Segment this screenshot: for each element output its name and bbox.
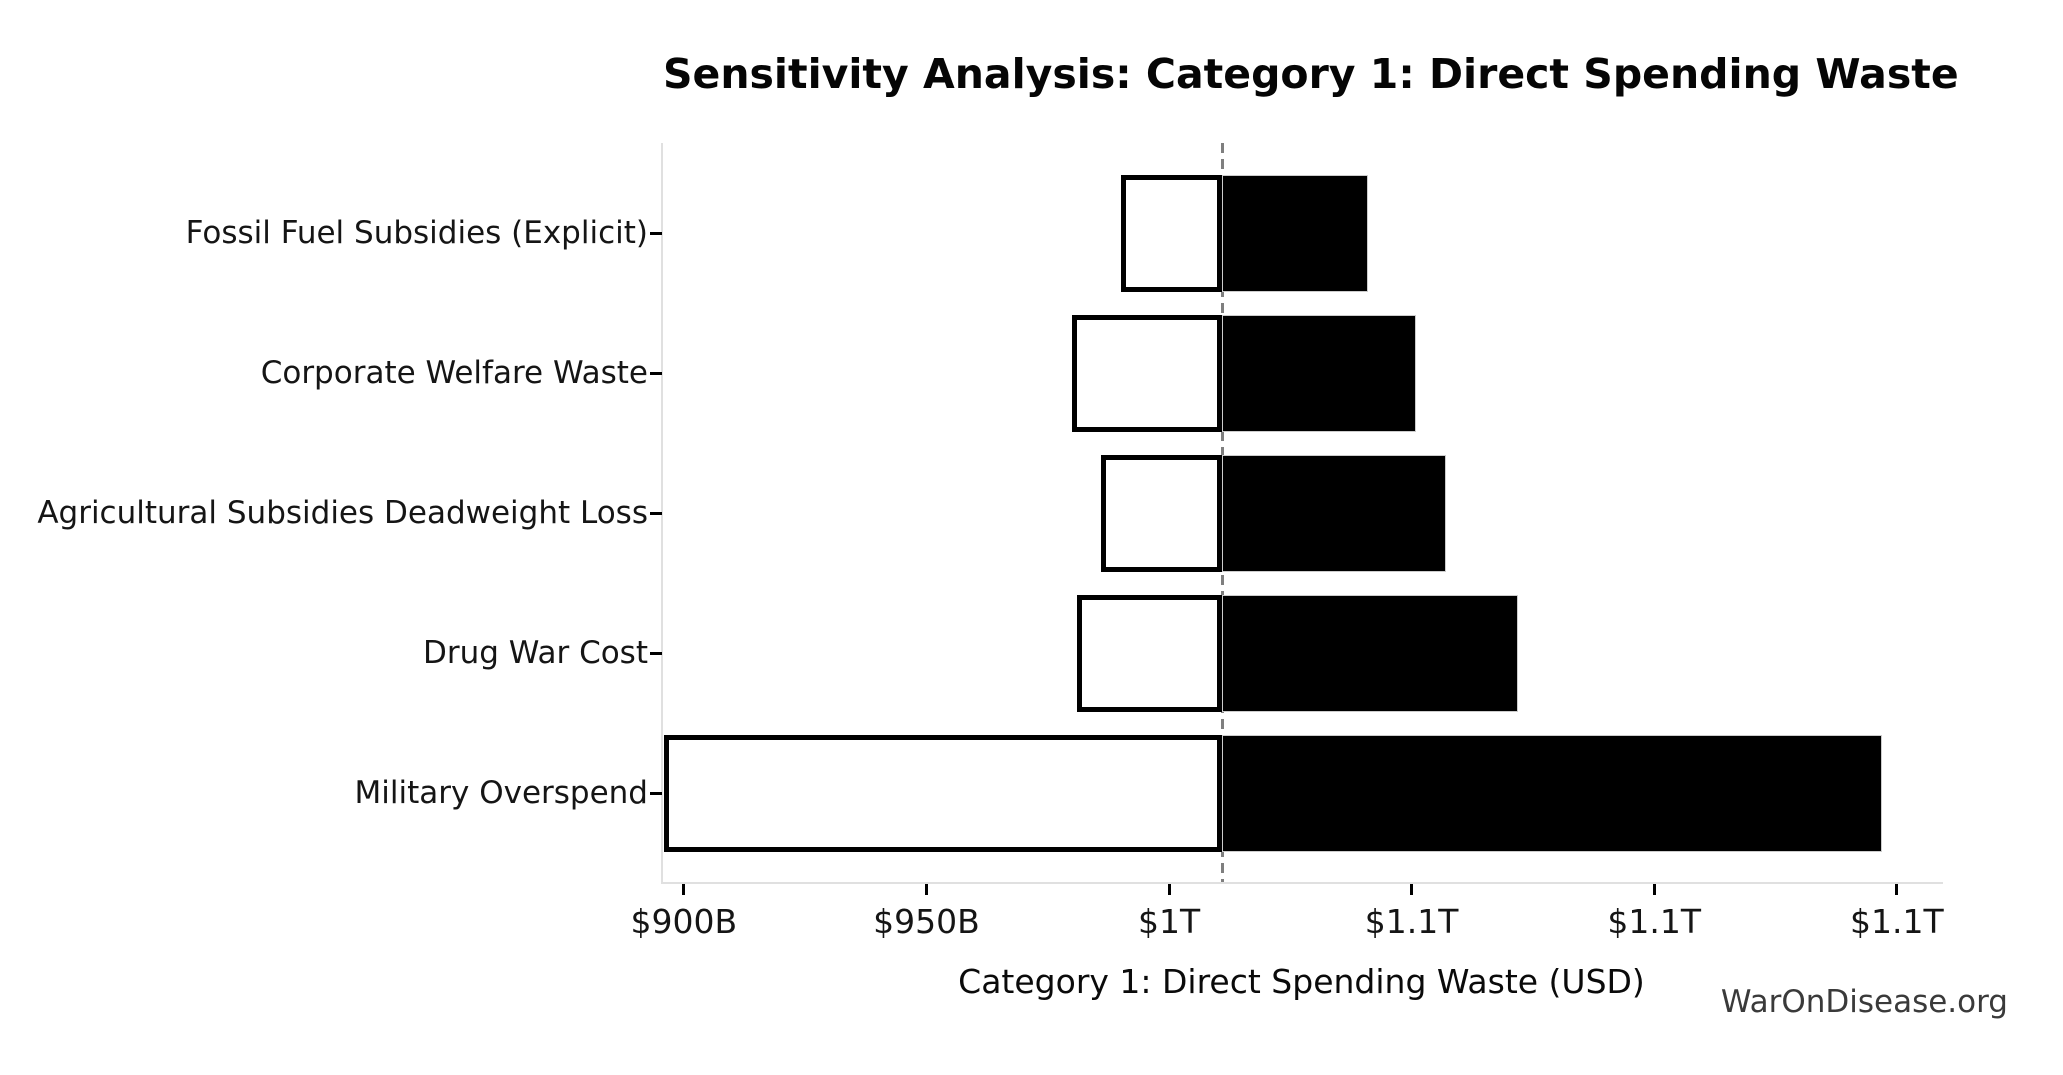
y-axis-category-label: Military Overspend — [354, 775, 648, 811]
x-axis-tick-label: $1.1T — [1607, 902, 1702, 941]
y-axis-category-label: Agricultural Subsidies Deadweight Loss — [37, 495, 648, 531]
x-axis-tick — [1167, 884, 1171, 895]
bar-low-segment — [1101, 454, 1223, 572]
y-axis-tick — [650, 511, 662, 515]
x-axis-spine — [660, 881, 1943, 884]
y-axis-category-label: Drug War Cost — [423, 635, 648, 671]
x-axis-tick — [682, 884, 686, 895]
y-axis-tick — [650, 651, 662, 655]
chart-title: Sensitivity Analysis: Category 1: Direct… — [663, 50, 1959, 98]
x-axis-tick-label: $1.1T — [1364, 902, 1459, 941]
x-axis-tick — [1895, 884, 1899, 895]
y-axis-tick — [650, 371, 662, 375]
bar-high-segment — [1222, 314, 1417, 432]
y-axis-tick — [650, 231, 662, 235]
bar-high-segment — [1222, 594, 1519, 712]
watermark: WarOnDisease.org — [1720, 984, 2008, 1020]
bar-low-segment — [1072, 314, 1223, 432]
bar-high-segment — [1222, 454, 1446, 572]
bar-low-segment — [1120, 174, 1223, 292]
bar-low-segment — [664, 734, 1223, 852]
y-axis-category-label: Fossil Fuel Subsidies (Explicit) — [185, 215, 648, 251]
y-axis-labels: Fossil Fuel Subsidies (Explicit) Corporat… — [0, 143, 650, 882]
plot-area — [650, 143, 1940, 882]
x-axis-tick — [1652, 884, 1656, 895]
bar-high-segment — [1222, 734, 1883, 852]
bar-high-segment — [1222, 174, 1368, 292]
x-axis-tick-label: $900B — [630, 902, 738, 941]
bar-low-segment — [1076, 594, 1223, 712]
y-axis-tick — [650, 791, 662, 795]
x-axis-tick — [1410, 884, 1414, 895]
x-axis-tick-label: $1.1T — [1849, 902, 1944, 941]
x-axis-tick-label: $1T — [1137, 902, 1201, 941]
x-axis-tick — [924, 884, 928, 895]
x-axis-title: Category 1: Direct Spending Waste (USD) — [958, 962, 1645, 1001]
x-axis: $900B $950B $1T $1.1T $1.1T $1.1T — [631, 882, 1944, 962]
x-axis-tick-label: $950B — [873, 902, 980, 941]
y-axis-category-label: Corporate Welfare Waste — [260, 355, 648, 391]
